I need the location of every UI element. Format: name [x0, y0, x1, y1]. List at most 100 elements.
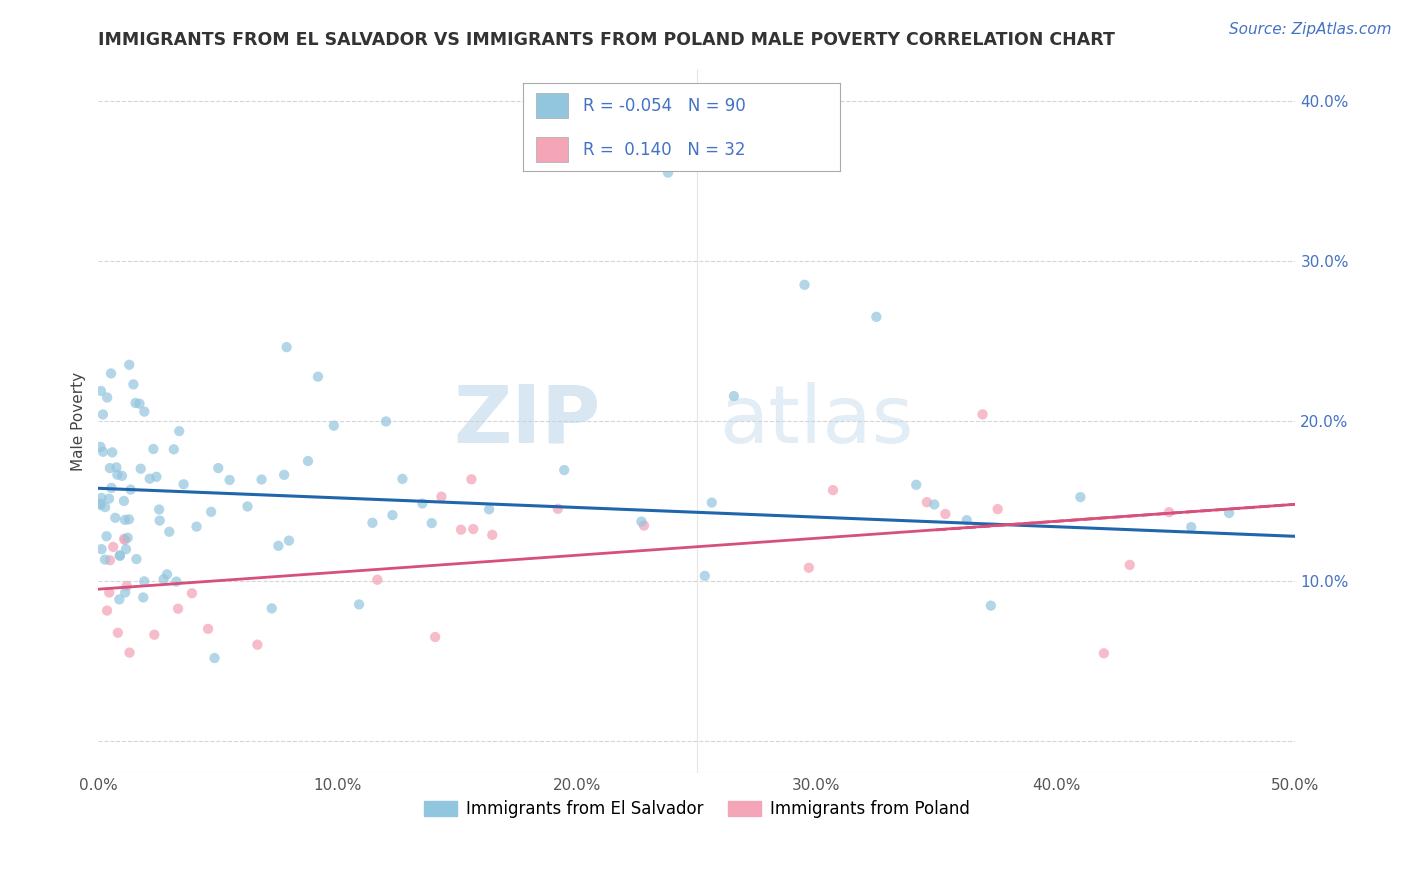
- Point: [115, 579, 138, 593]
- Point: [128, 397, 150, 411]
- Point: [90, 542, 112, 557]
- Point: [152, 572, 174, 586]
- Point: [118, 358, 141, 372]
- Point: [98, 553, 121, 567]
- Point: [460, 472, 482, 486]
- Point: [236, 500, 259, 514]
- Point: [375, 414, 398, 428]
- Point: [1180, 520, 1202, 534]
- Point: [347, 598, 370, 612]
- Point: [114, 585, 136, 599]
- Point: [267, 539, 290, 553]
- Point: [149, 514, 172, 528]
- Point: [865, 310, 887, 324]
- Point: [630, 515, 652, 529]
- Point: [90, 491, 112, 505]
- Point: [101, 540, 124, 554]
- Point: [956, 513, 979, 527]
- Point: [125, 552, 148, 566]
- Point: [430, 490, 453, 504]
- Point: [108, 592, 131, 607]
- Point: [693, 569, 716, 583]
- Point: [218, 473, 240, 487]
- Point: [463, 522, 485, 536]
- Point: [132, 591, 155, 605]
- Text: Source: ZipAtlas.com: Source: ZipAtlas.com: [1229, 22, 1392, 37]
- Point: [89, 440, 111, 454]
- Point: [117, 531, 139, 545]
- Point: [361, 516, 384, 530]
- Point: [167, 424, 190, 438]
- Point: [98, 585, 121, 599]
- Point: [101, 445, 124, 459]
- Point: [657, 166, 679, 180]
- Point: [276, 340, 298, 354]
- Point: [1218, 506, 1240, 520]
- Point: [96, 391, 118, 405]
- Y-axis label: Male Poverty: Male Poverty: [72, 371, 86, 471]
- Point: [94, 552, 117, 566]
- Point: [915, 495, 938, 509]
- Point: [118, 512, 141, 526]
- Point: [89, 498, 111, 512]
- Point: [145, 469, 167, 483]
- Point: [478, 502, 501, 516]
- Point: [104, 510, 127, 524]
- Point: [821, 483, 844, 497]
- Point: [114, 533, 136, 547]
- Point: [120, 483, 142, 497]
- Point: [98, 491, 121, 506]
- Point: [138, 472, 160, 486]
- Point: [91, 444, 114, 458]
- Point: [366, 573, 388, 587]
- Point: [173, 477, 195, 491]
- Point: [156, 567, 179, 582]
- Point: [114, 513, 136, 527]
- Point: [297, 454, 319, 468]
- Point: [167, 601, 190, 615]
- Point: [112, 532, 135, 546]
- Point: [1157, 505, 1180, 519]
- Point: [163, 442, 186, 457]
- Point: [165, 574, 187, 589]
- Point: [100, 481, 122, 495]
- Point: [322, 418, 344, 433]
- Point: [148, 502, 170, 516]
- Text: atlas: atlas: [720, 382, 914, 460]
- Point: [98, 461, 121, 475]
- Point: [987, 502, 1010, 516]
- Point: [934, 507, 956, 521]
- Point: [391, 472, 413, 486]
- Point: [96, 529, 118, 543]
- Point: [105, 460, 128, 475]
- Legend: Immigrants from El Salvador, Immigrants from Poland: Immigrants from El Salvador, Immigrants …: [418, 794, 976, 825]
- Point: [250, 473, 273, 487]
- Point: [723, 389, 745, 403]
- Point: [797, 561, 820, 575]
- Point: [142, 442, 165, 456]
- Point: [105, 467, 128, 482]
- Point: [108, 549, 131, 563]
- Point: [381, 508, 404, 522]
- Point: [115, 542, 138, 557]
- Point: [905, 477, 928, 491]
- Point: [157, 524, 180, 539]
- Point: [111, 468, 134, 483]
- Point: [972, 408, 994, 422]
- Point: [307, 369, 329, 384]
- Point: [197, 622, 219, 636]
- Point: [91, 408, 114, 422]
- Point: [1119, 558, 1142, 572]
- Point: [278, 533, 301, 548]
- Point: [124, 396, 146, 410]
- Point: [420, 516, 443, 530]
- Point: [481, 528, 503, 542]
- Point: [96, 604, 118, 618]
- Point: [1069, 490, 1091, 504]
- Point: [411, 496, 433, 510]
- Point: [273, 467, 295, 482]
- Point: [134, 574, 156, 589]
- Point: [143, 628, 166, 642]
- Text: ZIP: ZIP: [454, 382, 600, 460]
- Point: [793, 277, 815, 292]
